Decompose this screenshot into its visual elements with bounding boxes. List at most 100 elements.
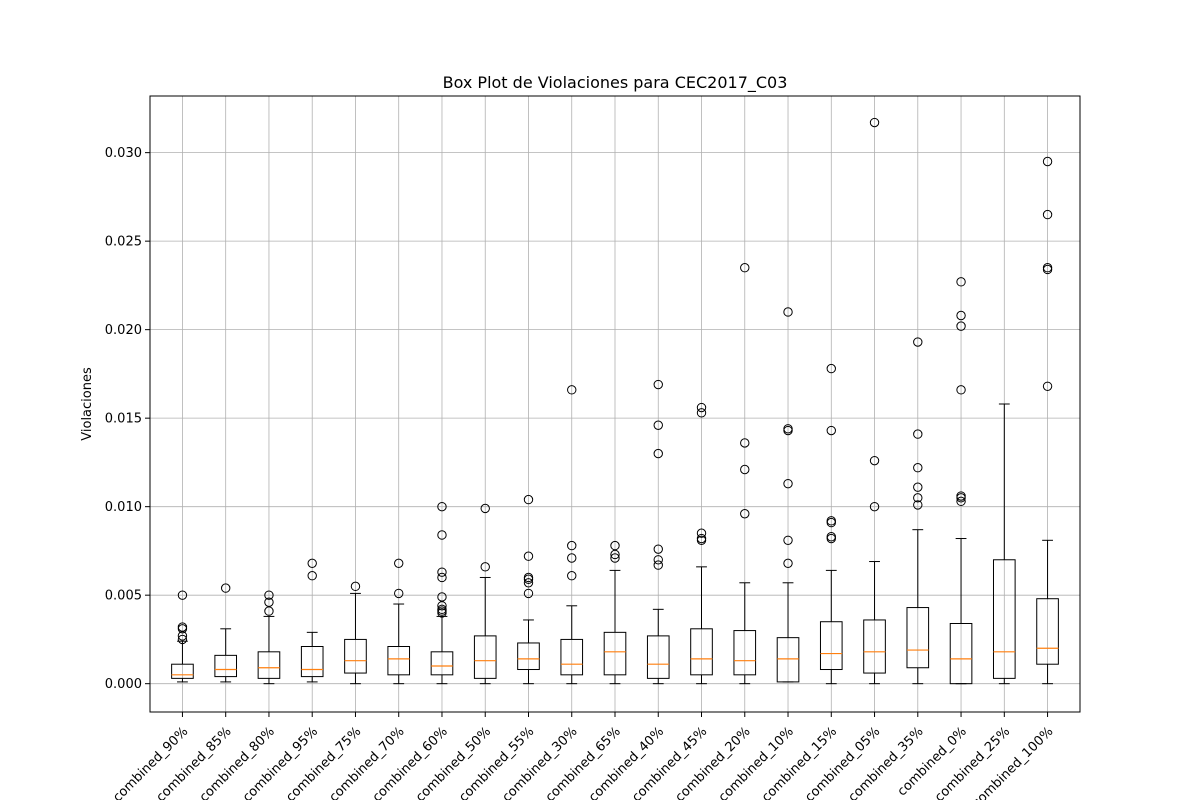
outlier-point (264, 590, 274, 600)
box-group (776, 307, 800, 683)
outlier-point (696, 402, 707, 413)
y-tick-label: 0.020 (105, 323, 142, 338)
outlier-point (956, 493, 966, 503)
outlier-point (740, 438, 750, 448)
y-tick-label: 0.005 (105, 589, 142, 604)
outlier-point (826, 533, 836, 544)
outlier-point (696, 528, 707, 538)
outlier-point (653, 379, 663, 390)
outlier-point (350, 581, 361, 592)
outlier-point (480, 562, 490, 572)
y-tick-label: 0.030 (105, 146, 142, 161)
chart-title: Box Plot de Violaciones para CEC2017_C03 (443, 73, 788, 93)
y-axis-label: Violaciones (80, 367, 95, 441)
box-group (690, 402, 713, 685)
box-group (992, 403, 1016, 685)
outlier-point (869, 455, 880, 466)
outlier-point (696, 408, 707, 418)
box-group (949, 277, 973, 685)
outlier-point (826, 363, 836, 374)
outlier-point (523, 551, 534, 561)
outlier-point (956, 496, 966, 507)
outlier-point (913, 482, 923, 492)
outlier-point (523, 578, 534, 588)
y-tick-label: 0.010 (105, 500, 142, 515)
outlier-point (567, 540, 577, 551)
outlier-point (567, 385, 577, 395)
outlier-point (177, 631, 188, 641)
outlier-point (177, 624, 188, 634)
box-group (430, 501, 454, 685)
outlier-point (913, 500, 923, 510)
outlier-point (437, 572, 447, 583)
outlier-point (394, 588, 404, 599)
outlier-point (696, 535, 707, 545)
outlier-point (740, 464, 750, 475)
outlier-point (394, 558, 404, 569)
outlier-point (307, 558, 317, 569)
box-group (387, 558, 411, 685)
outlier-point (826, 517, 836, 528)
outlier-point (567, 571, 577, 581)
outlier-point (523, 588, 534, 599)
outlier-point (264, 606, 274, 616)
box-group (257, 590, 281, 685)
box-group (863, 117, 886, 685)
outlier-point (783, 535, 793, 545)
ticks-layer: 0.0000.0050.0100.0150.0200.0250.030combi… (105, 146, 1057, 804)
outlier-point (610, 553, 620, 563)
outlier-point (913, 493, 923, 503)
box-group (733, 263, 757, 685)
outlier-point (869, 117, 880, 128)
outlier-point (437, 530, 447, 540)
outlier-point (653, 448, 663, 459)
outlier-point (1042, 264, 1053, 275)
outlier-point (740, 509, 750, 519)
box-group (344, 581, 367, 685)
outlier-point (783, 307, 793, 317)
y-tick-label: 0.015 (105, 412, 142, 427)
outlier-point (869, 501, 880, 512)
outlier-point (1042, 156, 1053, 167)
outlier-point (783, 558, 793, 569)
outlier-point (480, 503, 490, 514)
outlier-point (913, 429, 923, 439)
box-group (646, 379, 670, 685)
box-group (214, 583, 238, 683)
box-group (517, 494, 540, 685)
outlier-point (653, 555, 663, 565)
outlier-point (567, 553, 577, 563)
outlier-point (956, 321, 966, 331)
outlier-point (437, 567, 447, 577)
outlier-point (956, 310, 966, 321)
boxes-layer (171, 117, 1059, 685)
outlier-point (177, 590, 188, 600)
box-group (171, 590, 194, 683)
box-group (300, 558, 324, 683)
outlier-point (783, 425, 793, 436)
box-group (473, 503, 497, 685)
outlier-point (523, 574, 534, 584)
outlier-point (653, 420, 663, 430)
outlier-point (740, 263, 750, 273)
outlier-point (523, 494, 534, 505)
outlier-point (437, 608, 447, 618)
box-group (1036, 156, 1059, 685)
outlier-point (653, 544, 663, 554)
outlier-point (307, 571, 317, 581)
outlier-point (437, 601, 447, 611)
box-group (819, 363, 843, 685)
outlier-point (783, 478, 793, 489)
outlier-point (220, 583, 231, 593)
outlier-point (653, 560, 663, 570)
box-group (906, 337, 930, 685)
outlier-point (913, 337, 923, 347)
outlier-point (956, 277, 966, 287)
outlier-point (913, 463, 923, 473)
outlier-point (1042, 381, 1053, 391)
outlier-point (177, 634, 188, 645)
outlier-point (826, 425, 836, 436)
outlier-point (437, 501, 447, 512)
